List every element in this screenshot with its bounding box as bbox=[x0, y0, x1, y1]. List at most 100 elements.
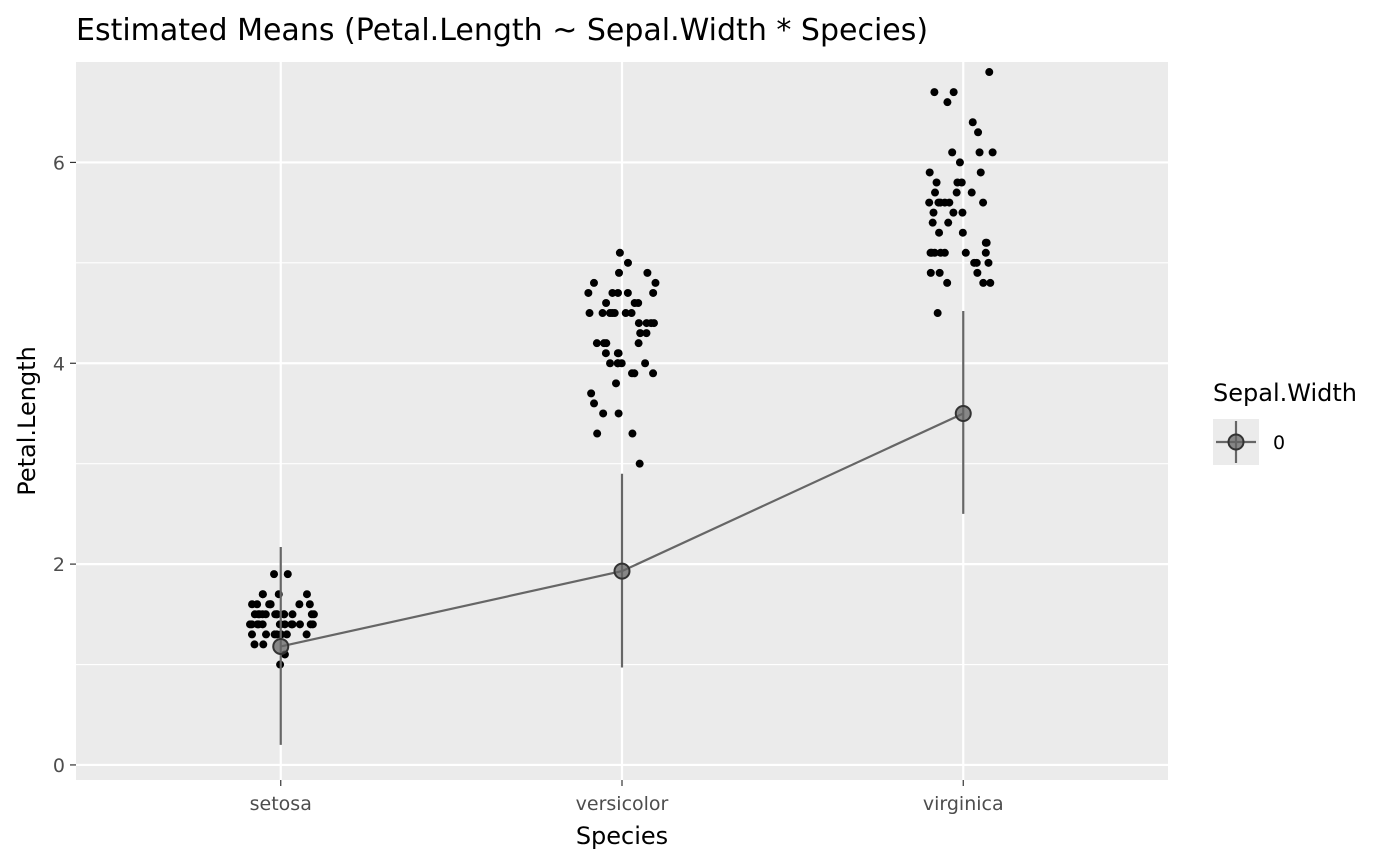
data-point bbox=[590, 399, 599, 408]
data-point bbox=[266, 600, 275, 609]
data-point bbox=[958, 208, 967, 217]
data-point bbox=[955, 158, 964, 167]
data-point bbox=[279, 610, 288, 619]
axes: 0 2 4 6 setosa versicolor virginica bbox=[53, 152, 1004, 815]
x-tick-label: setosa bbox=[250, 793, 312, 815]
data-point bbox=[585, 309, 594, 318]
data-point bbox=[254, 620, 263, 629]
legend: Sepal.Width 0 bbox=[1213, 379, 1357, 465]
data-point bbox=[649, 369, 658, 378]
data-point bbox=[598, 309, 607, 318]
data-point bbox=[925, 198, 934, 207]
data-point bbox=[302, 590, 311, 599]
data-point bbox=[634, 319, 643, 328]
data-point bbox=[593, 429, 602, 438]
data-point bbox=[975, 148, 984, 157]
data-point bbox=[250, 640, 259, 649]
data-point bbox=[587, 389, 596, 398]
data-point bbox=[613, 288, 622, 297]
data-point bbox=[613, 359, 622, 368]
data-point bbox=[642, 329, 651, 338]
data-point bbox=[635, 459, 644, 468]
data-point bbox=[930, 88, 939, 97]
data-point bbox=[926, 268, 935, 277]
estimated-means bbox=[272, 311, 972, 745]
chart-title: Estimated Means (Petal.Length ~ Sepal.Wi… bbox=[76, 13, 928, 48]
data-point bbox=[949, 208, 958, 217]
data-point bbox=[308, 620, 317, 629]
data-point bbox=[936, 198, 945, 207]
data-point bbox=[259, 640, 268, 649]
y-tick-label: 0 bbox=[53, 755, 65, 777]
data-point bbox=[634, 339, 643, 348]
data-point bbox=[623, 288, 632, 297]
data-point bbox=[247, 630, 256, 639]
data-point bbox=[973, 268, 982, 277]
legend-title: Sepal.Width bbox=[1213, 379, 1357, 407]
legend-key-point bbox=[1227, 433, 1245, 451]
data-point bbox=[628, 369, 637, 378]
data-point bbox=[302, 630, 311, 639]
data-point bbox=[948, 148, 957, 157]
data-point bbox=[970, 258, 979, 267]
data-point bbox=[935, 228, 944, 237]
data-point bbox=[589, 278, 598, 287]
data-point bbox=[968, 118, 977, 127]
data-point bbox=[649, 288, 658, 297]
x-tick-label: virginica bbox=[923, 793, 1004, 815]
data-point bbox=[246, 620, 255, 629]
data-point bbox=[636, 329, 645, 338]
data-point bbox=[925, 168, 934, 177]
data-point bbox=[599, 409, 608, 418]
data-point bbox=[979, 198, 988, 207]
data-point bbox=[305, 600, 314, 609]
data-point bbox=[248, 600, 257, 609]
data-point bbox=[592, 339, 601, 348]
data-point bbox=[936, 248, 945, 257]
data-point bbox=[295, 600, 304, 609]
data-point bbox=[952, 188, 961, 197]
data-point bbox=[606, 359, 615, 368]
data-point bbox=[270, 570, 279, 579]
data-point bbox=[615, 268, 624, 277]
data-point bbox=[932, 178, 941, 187]
x-tick-label: versicolor bbox=[576, 793, 669, 815]
legend-label: 0 bbox=[1273, 432, 1285, 454]
data-point bbox=[602, 299, 611, 308]
data-point bbox=[985, 68, 994, 77]
data-point bbox=[945, 198, 954, 207]
data-point bbox=[967, 188, 976, 197]
data-point bbox=[958, 228, 967, 237]
y-tick-label: 2 bbox=[53, 554, 65, 576]
data-point bbox=[642, 319, 651, 328]
data-point bbox=[288, 620, 297, 629]
data-point bbox=[288, 610, 297, 619]
data-point bbox=[979, 278, 988, 287]
data-point bbox=[295, 620, 304, 629]
data-point bbox=[641, 359, 650, 368]
data-point bbox=[309, 610, 318, 619]
mean-point bbox=[954, 404, 972, 422]
data-point bbox=[628, 429, 637, 438]
data-point bbox=[931, 188, 940, 197]
data-point bbox=[613, 349, 622, 358]
data-point bbox=[283, 570, 292, 579]
data-point bbox=[258, 610, 267, 619]
data-point bbox=[608, 288, 617, 297]
data-point bbox=[929, 208, 938, 217]
data-point bbox=[949, 88, 958, 97]
data-point bbox=[258, 590, 267, 599]
data-point bbox=[610, 309, 619, 318]
data-point bbox=[621, 309, 630, 318]
data-point bbox=[643, 268, 652, 277]
data-point bbox=[943, 278, 952, 287]
y-tick-label: 6 bbox=[53, 152, 65, 174]
data-point bbox=[984, 258, 993, 267]
data-point bbox=[988, 148, 997, 157]
data-point bbox=[976, 168, 985, 177]
data-point bbox=[634, 299, 643, 308]
mean-point bbox=[272, 637, 290, 655]
data-point bbox=[928, 218, 937, 227]
data-point bbox=[623, 258, 632, 267]
